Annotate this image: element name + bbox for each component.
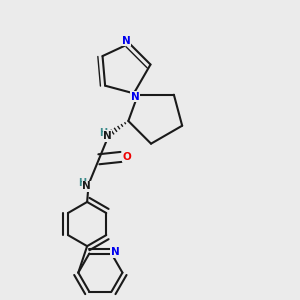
Text: N: N <box>103 131 112 141</box>
Text: O: O <box>122 152 131 162</box>
Text: N: N <box>122 36 131 46</box>
Text: N: N <box>131 92 140 102</box>
Text: H: H <box>99 128 107 138</box>
Text: H: H <box>78 178 86 188</box>
Polygon shape <box>133 91 138 96</box>
Text: N: N <box>111 247 119 257</box>
Text: N: N <box>82 181 91 191</box>
